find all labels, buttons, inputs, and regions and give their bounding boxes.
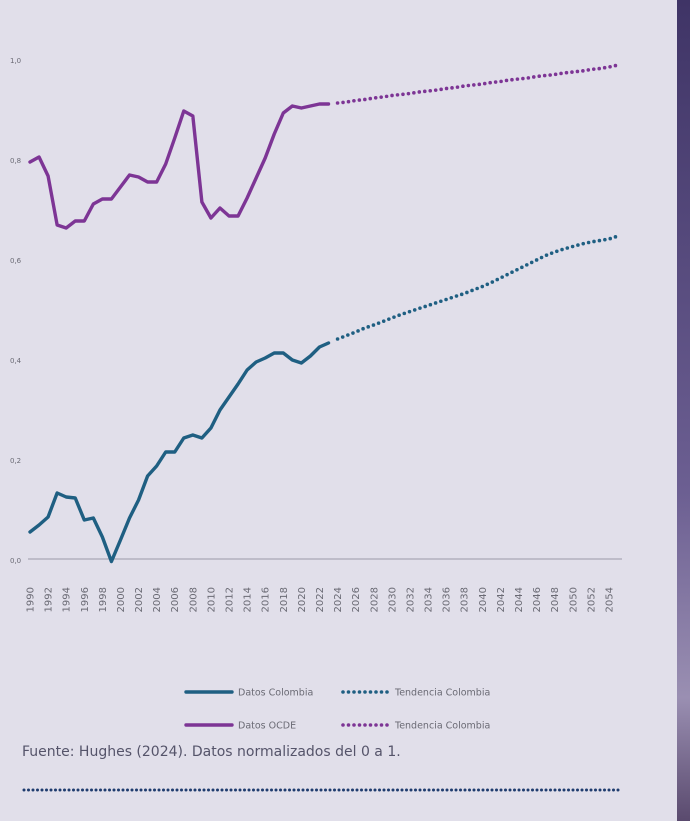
x-tick-label: 2032: [405, 587, 416, 612]
y-tick-label: 0,8: [10, 157, 21, 165]
legend-label: Datos Colombia: [238, 688, 313, 699]
x-tick-label: 2038: [460, 587, 471, 612]
x-tick-label: 2048: [550, 587, 561, 612]
x-tick-label: 2002: [134, 587, 145, 612]
side-image: [677, 0, 690, 821]
x-tick-label: 1992: [44, 587, 55, 612]
series-line: [335, 63, 620, 105]
x-tick-label: 2028: [369, 587, 380, 612]
x-tick-label: 2012: [225, 587, 236, 612]
y-tick-label: 0,6: [10, 257, 22, 265]
legend-label: Tendencia Colombia: [394, 721, 490, 732]
x-tick-label: 2042: [496, 587, 507, 612]
x-tick-label: 2036: [442, 587, 453, 612]
x-tick-label: 1996: [80, 587, 91, 612]
y-tick-label: 0,0: [10, 557, 21, 565]
series-line: [28, 341, 331, 564]
x-tick-label: 2022: [315, 587, 326, 612]
x-tick-label: 2004: [152, 587, 163, 612]
x-tick-label: 2030: [387, 587, 398, 612]
x-tick-label: 2008: [188, 587, 199, 612]
legend-label: Tendencia Colombia: [394, 688, 490, 699]
series-line: [335, 234, 620, 341]
x-tick-label: 2054: [604, 587, 615, 612]
x-tick-label: 1998: [98, 587, 109, 612]
x-tick-label: 2020: [297, 587, 308, 612]
x-tick-label: 2044: [514, 587, 525, 612]
x-tick-label: 2024: [333, 587, 344, 612]
x-tick-label: 1994: [62, 587, 73, 612]
y-tick-label: 1,0: [10, 57, 21, 65]
x-tick-label: 2010: [206, 587, 217, 612]
x-tick-label: 2000: [116, 587, 127, 612]
x-tick-label: 2016: [261, 587, 272, 612]
x-tick-label: 2040: [478, 587, 489, 612]
x-tick-label: 2014: [243, 587, 254, 612]
x-tick-label: 2052: [586, 587, 597, 612]
x-tick-label: 2034: [424, 587, 435, 612]
y-tick-label: 0,2: [10, 457, 21, 465]
x-tick-label: 1990: [26, 587, 37, 612]
x-tick-label: 2046: [532, 587, 543, 612]
x-tick-label: 2026: [351, 587, 362, 612]
legend-label: Datos OCDE: [238, 721, 296, 732]
source-note: Fuente: Hughes (2024). Datos normalizado…: [22, 744, 401, 760]
x-tick-label: 2018: [279, 587, 290, 612]
x-tick-label: 2006: [170, 587, 181, 612]
series-line: [28, 102, 331, 230]
y-tick-label: 0,4: [10, 357, 22, 365]
x-tick-label: 2050: [568, 587, 579, 612]
